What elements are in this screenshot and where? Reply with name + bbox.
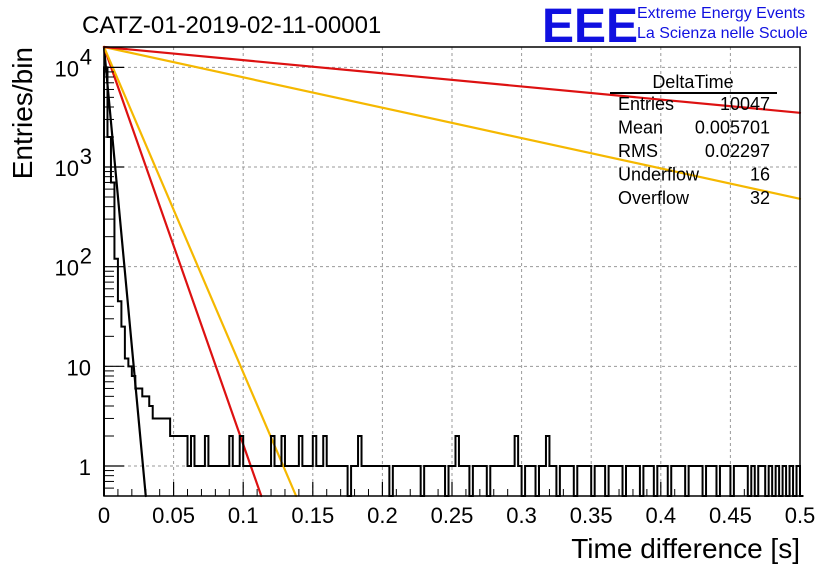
x-tick-label: 0.3 — [506, 503, 537, 528]
x-axis-title: Time difference [s] — [571, 533, 800, 564]
eee-logo-line1: Extreme Energy Events — [637, 5, 805, 22]
stats-row-value: 10047 — [720, 94, 770, 114]
stats-row-label: Overflow — [618, 188, 690, 208]
y-tick-label-base: 10 — [67, 355, 91, 380]
y-tick-label: 10 2 — [55, 244, 92, 281]
y-tick-label: 1 — [79, 455, 91, 480]
fit-line — [102, 45, 802, 114]
chart-title: CATZ-01-2019-02-11-00001 — [82, 12, 381, 39]
y-tick-label-exponent: 3 — [80, 144, 92, 169]
fit-curves — [102, 45, 802, 498]
fit-line — [102, 45, 802, 200]
x-tick-label: 0.45 — [709, 503, 752, 528]
x-tick-label: 0.4 — [646, 503, 677, 528]
x-tick-label: 0.2 — [367, 503, 398, 528]
fit-line — [102, 45, 263, 498]
y-tick-label: 10 3 — [55, 144, 92, 181]
y-tick-label-exponent: 2 — [80, 244, 92, 269]
fit-line — [102, 45, 147, 498]
axis-ticks — [103, 66, 801, 497]
stats-row-label: Underflow — [618, 165, 700, 185]
y-tick-label-base: 10 — [55, 256, 79, 281]
x-tick-label: 0.1 — [228, 503, 259, 528]
y-tick-label-base: 10 — [55, 156, 79, 181]
eee-logo-mark: EEE — [542, 0, 638, 53]
stats-box-name: DeltaTime — [652, 72, 733, 92]
eee-logo-line2: La Scienza nelle Scuole — [637, 25, 808, 42]
x-tick-label: 0.35 — [570, 503, 613, 528]
x-tick-label: 0.5 — [785, 503, 816, 528]
y-tick-label: 10 4 — [55, 44, 92, 81]
stats-box: DeltaTime Entries 10047 Mean 0.005701 RMS 0.0… — [610, 72, 777, 208]
y-tick-label-base: 1 — [79, 455, 91, 480]
stats-row-label: RMS — [618, 141, 658, 161]
stats-row-value: 0.005701 — [695, 118, 770, 138]
histogram-outline — [103, 66, 804, 497]
y-tick-label-base: 10 — [55, 56, 79, 81]
x-tick-label: 0 — [98, 503, 110, 528]
stats-row-label: Entries — [618, 94, 674, 114]
eee-logo: EEE Extreme Energy Events La Scienza nel… — [542, 0, 808, 53]
grid — [104, 47, 800, 496]
y-tick-label-exponent: 4 — [80, 44, 92, 69]
histogram — [103, 66, 804, 497]
y-tick-label: 10 — [67, 355, 91, 380]
stats-row-value: 16 — [750, 165, 770, 185]
x-tick-label: 0.15 — [291, 503, 334, 528]
stats-row-label: Mean — [618, 118, 663, 138]
stats-row-value: 32 — [750, 188, 770, 208]
y-axis-title: Entries/bin — [7, 47, 38, 179]
x-tick-label: 0.25 — [431, 503, 474, 528]
x-tick-labels: 0 0.05 0.1 0.15 0.2 0.25 0.3 0.35 0.4 0.45 0.5 — [98, 503, 815, 528]
x-tick-label: 0.05 — [152, 503, 195, 528]
fit-line — [102, 45, 298, 498]
stats-row-value: 0.02297 — [705, 141, 770, 161]
